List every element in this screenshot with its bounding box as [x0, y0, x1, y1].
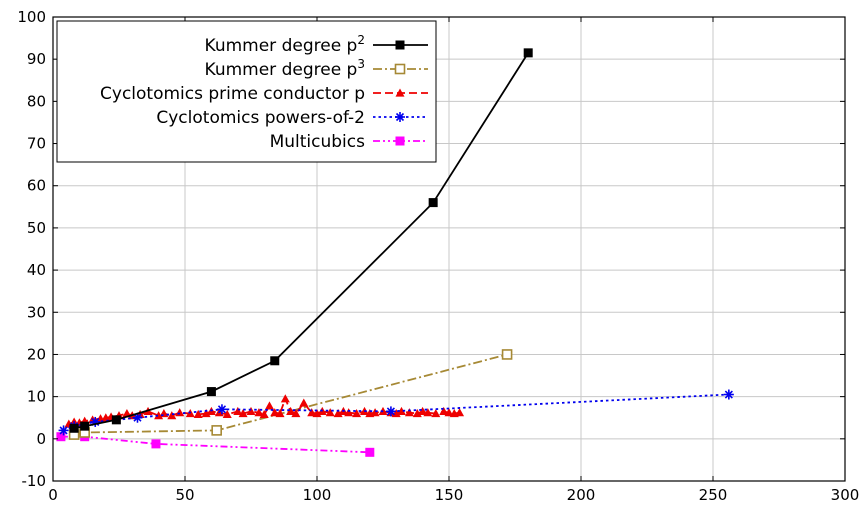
data-point: [233, 406, 243, 415]
legend-swatch-marker: [395, 112, 405, 122]
marker-stroke: [724, 390, 733, 399]
data-point: [246, 406, 256, 415]
legend-label: Kummer degree p2: [205, 33, 365, 56]
y-tick-label: 50: [27, 219, 46, 237]
data-point: [723, 389, 734, 400]
legend-label-superscript: 2: [357, 33, 365, 47]
y-tick-label: 10: [27, 388, 46, 406]
axis-tick-labels: 0 50 100 150 200 250 300-100102030405060708090…: [17, 8, 859, 504]
series-layer: [56, 48, 734, 457]
data-point: [501, 349, 513, 360]
data-point: [238, 409, 248, 418]
y-tick-label: -10: [22, 472, 47, 490]
data-point: [270, 408, 280, 417]
grid: [53, 17, 845, 481]
data-point: [167, 411, 177, 420]
data-point: [80, 421, 90, 431]
data-point: [312, 409, 322, 418]
data-point: [264, 401, 274, 410]
data-point: [333, 409, 343, 418]
data-point: [222, 409, 232, 418]
y-tick-label: 20: [27, 345, 46, 363]
series-line: [73, 353, 508, 436]
data-point: [370, 408, 380, 417]
legend-swatch-marker: [395, 136, 405, 146]
data-point: [151, 439, 161, 449]
data-point: [193, 409, 203, 418]
data-point: [286, 406, 296, 415]
marker-stroke: [395, 112, 405, 122]
y-tick-label: 30: [27, 303, 46, 321]
legend-swatch-marker: [395, 88, 405, 97]
data-point: [56, 432, 66, 442]
x-tick-label: 150: [435, 486, 464, 504]
data-point: [154, 411, 164, 420]
y-tick-label: 80: [27, 92, 46, 110]
legend-label: Cyclotomics prime conductor p: [100, 84, 365, 104]
marker-stroke: [386, 407, 395, 416]
data-point: [58, 425, 69, 436]
data-point: [280, 394, 290, 403]
data-point: [69, 423, 79, 433]
x-tick-label: 200: [567, 486, 596, 504]
marker-stroke: [133, 413, 142, 422]
data-point: [291, 409, 301, 418]
series-1: [68, 349, 513, 440]
legend-swatch-marker: [395, 40, 405, 50]
x-tick-label: 250: [699, 486, 728, 504]
data-point: [396, 406, 406, 415]
y-tick-label: 100: [17, 8, 46, 26]
data-point: [431, 409, 441, 418]
data-point: [352, 409, 362, 418]
data-point: [385, 406, 396, 417]
y-tick-label: 40: [27, 261, 46, 279]
series-4: [56, 432, 375, 457]
data-point: [275, 409, 285, 418]
data-point: [444, 408, 454, 417]
y-tick-label: 70: [27, 135, 46, 153]
legend-label: Cyclotomics powers-of-2: [156, 108, 365, 128]
data-point: [111, 415, 121, 425]
y-tick-label: 90: [27, 50, 46, 68]
legend-label: Kummer degree p3: [205, 57, 365, 80]
marker-stroke: [59, 426, 68, 435]
x-tick-label: 0: [48, 486, 58, 504]
data-point: [428, 198, 438, 208]
data-point: [254, 408, 264, 417]
y-tick-label: 60: [27, 177, 46, 195]
series-0: [69, 48, 533, 433]
data-point: [365, 447, 375, 457]
legend-label-superscript: 3: [357, 57, 365, 71]
legend-swatch-marker: [394, 63, 406, 75]
data-point: [299, 398, 309, 407]
data-point: [418, 406, 428, 415]
data-point: [523, 48, 533, 58]
data-point: [307, 408, 317, 417]
data-point: [455, 408, 465, 417]
data-point: [270, 356, 280, 366]
data-point: [439, 406, 449, 415]
legend-label: Multicubics: [270, 132, 366, 152]
data-point: [412, 409, 422, 418]
y-tick-label: 0: [36, 430, 46, 448]
data-point: [159, 409, 169, 418]
legend-box: [56, 20, 437, 163]
data-point: [211, 425, 222, 436]
x-tick-label: 300: [831, 486, 860, 504]
data-point: [216, 404, 227, 415]
data-point: [175, 408, 185, 417]
data-point: [259, 409, 269, 418]
data-point: [404, 408, 414, 417]
data-point: [201, 409, 211, 418]
data-point: [325, 408, 335, 417]
data-point: [344, 408, 354, 417]
data-point: [423, 408, 433, 417]
x-tick-label: 100: [303, 486, 332, 504]
data-point: [206, 387, 216, 397]
x-tick-label: 50: [175, 486, 194, 504]
marker-stroke: [217, 405, 227, 414]
